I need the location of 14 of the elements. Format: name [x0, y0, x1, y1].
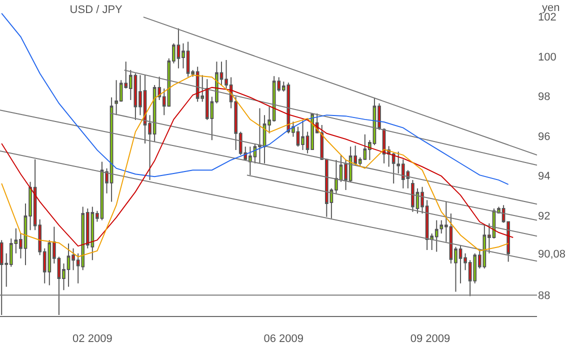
x-tick-label: 09 2009	[410, 333, 450, 344]
y-axis-title: yen	[542, 2, 560, 14]
y-tick-label: 98	[538, 91, 550, 104]
y-tick-label: 100	[538, 51, 556, 64]
y-tick-label: 92	[538, 210, 550, 222]
line-series	[1, 12, 509, 185]
y-tick-label: 102	[538, 12, 556, 24]
x-tick-label: 06 2009	[264, 333, 304, 344]
y-tick-label: 96	[538, 130, 550, 143]
y-tick-label: 90,08	[538, 248, 566, 261]
y-tick-label: 94	[538, 170, 550, 183]
y-tick-label: 88	[538, 290, 550, 302]
x-tick-label: 02 2009	[72, 333, 112, 344]
chart-title: USD / JPY	[70, 4, 124, 16]
